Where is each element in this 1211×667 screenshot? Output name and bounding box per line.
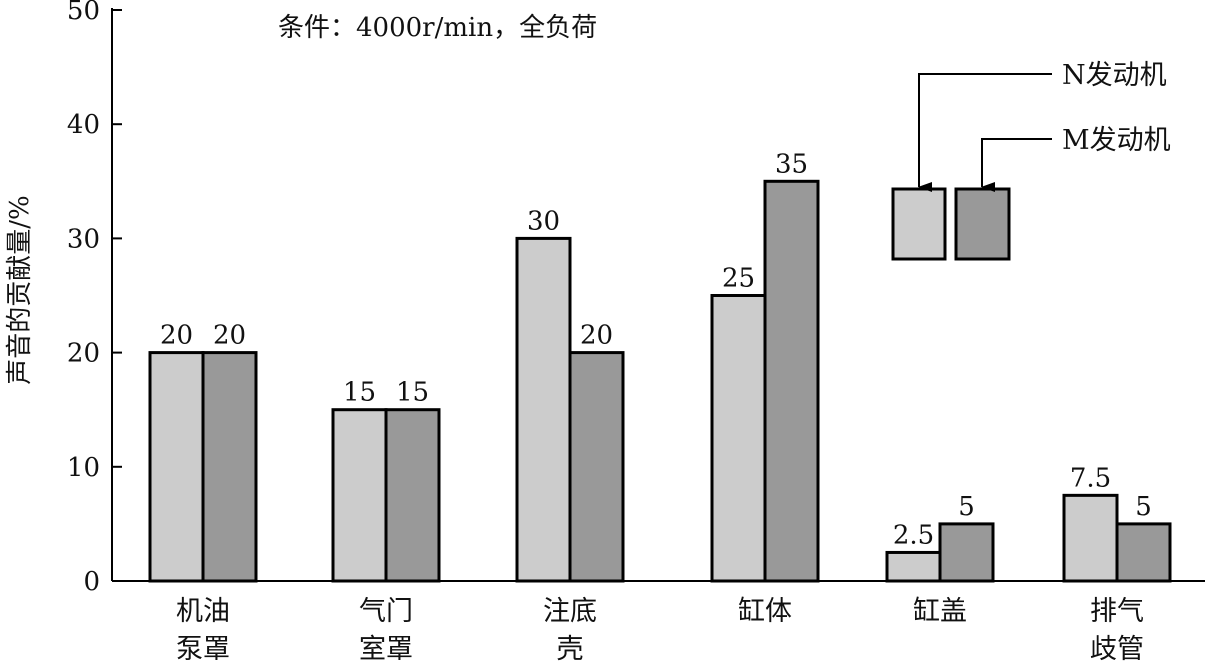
bar-m-engine	[763, 179, 820, 583]
bars	[148, 179, 1172, 583]
bar-n-engine	[148, 351, 205, 583]
bar-m-engine	[201, 351, 258, 583]
data-labels: 20 15 30 25 2.5 7.5 20 15 20 35 5 5	[160, 149, 1152, 550]
bar-m-engine	[938, 522, 995, 583]
data-label: 15	[396, 378, 429, 408]
data-label: 15	[343, 378, 376, 408]
condition-annotation: 条件：4000r/min，全负荷	[278, 13, 597, 43]
y-tick-label: 50	[67, 0, 100, 26]
data-label: 20	[580, 321, 613, 351]
x-tick-label: 注底	[543, 596, 597, 627]
data-label: 35	[775, 149, 808, 179]
legend-swatch	[891, 187, 947, 261]
bar-n-engine	[331, 408, 388, 583]
data-label: 20	[160, 321, 193, 351]
x-tick-label: 机油	[176, 596, 230, 627]
bar-n-engine	[710, 294, 767, 583]
legend-leader-line	[918, 73, 1052, 192]
x-tick-label: 缸盖	[913, 596, 967, 627]
x-tick-label: 壳	[557, 634, 584, 665]
y-tick-label: 30	[67, 224, 100, 254]
bar-n-engine	[885, 550, 942, 583]
bar-n-engine	[1062, 493, 1119, 583]
bar-n-engine	[515, 236, 572, 583]
data-label: 30	[527, 206, 560, 236]
x-tick-label: 缸体	[738, 596, 792, 627]
data-label: 20	[213, 321, 246, 351]
y-tick-label: 10	[67, 453, 100, 483]
legend-leader-line	[981, 138, 1052, 192]
data-label: 5	[958, 492, 975, 522]
data-label: 2.5	[893, 520, 934, 550]
x-tick-label: 泵罩	[176, 634, 230, 665]
legend-swatch	[954, 187, 1011, 261]
data-label: 25	[722, 264, 755, 294]
bar-m-engine	[1115, 522, 1172, 583]
y-tick-label: 20	[67, 339, 100, 369]
axes: 0 10 20 30 40 50	[67, 0, 1205, 597]
y-axis-label: 声音的贡献量/%	[5, 195, 35, 384]
bar-m-engine	[568, 351, 625, 583]
y-tick-label: 0	[83, 567, 100, 597]
data-label: 7.5	[1070, 463, 1111, 493]
legend-label: N发动机	[1062, 60, 1167, 91]
x-tick-label: 气门	[359, 596, 413, 627]
x-tick-label: 歧管	[1090, 634, 1144, 665]
data-label: 5	[1135, 492, 1152, 522]
y-tick-label: 40	[67, 110, 100, 140]
x-tick-label: 排气	[1090, 596, 1144, 627]
legend-label: M发动机	[1062, 125, 1171, 156]
bar-m-engine	[384, 408, 441, 583]
x-tick-label: 室罩	[359, 634, 413, 665]
legend: N发动机 M发动机	[891, 60, 1171, 261]
